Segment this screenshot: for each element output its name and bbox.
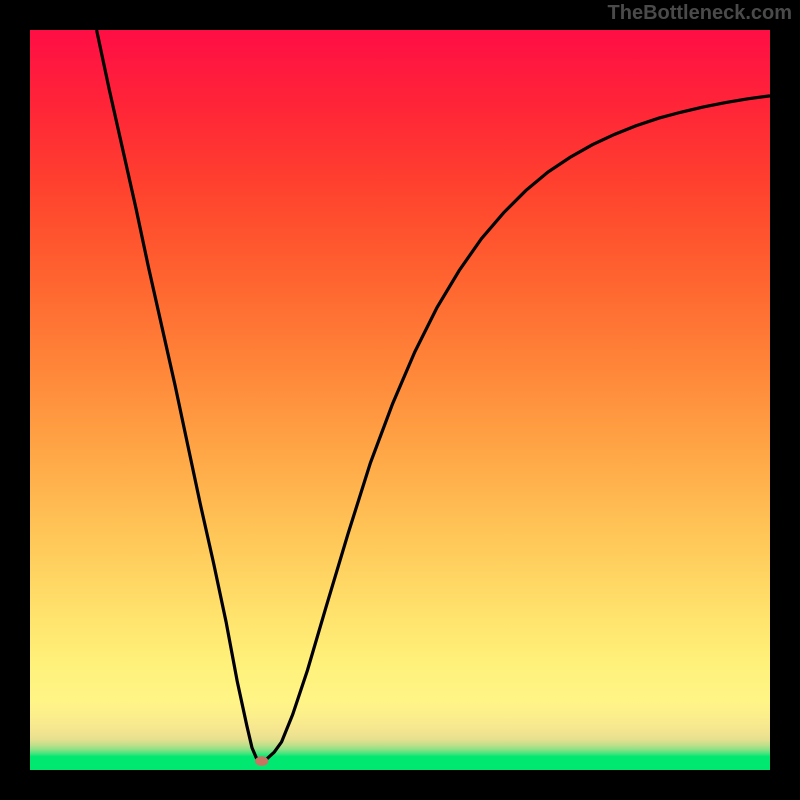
watermark-text: TheBottleneck.com [608, 2, 792, 25]
plot-area [30, 30, 770, 770]
heatmap-gradient [30, 30, 770, 770]
chart-frame: TheBottleneck.com [0, 0, 800, 800]
